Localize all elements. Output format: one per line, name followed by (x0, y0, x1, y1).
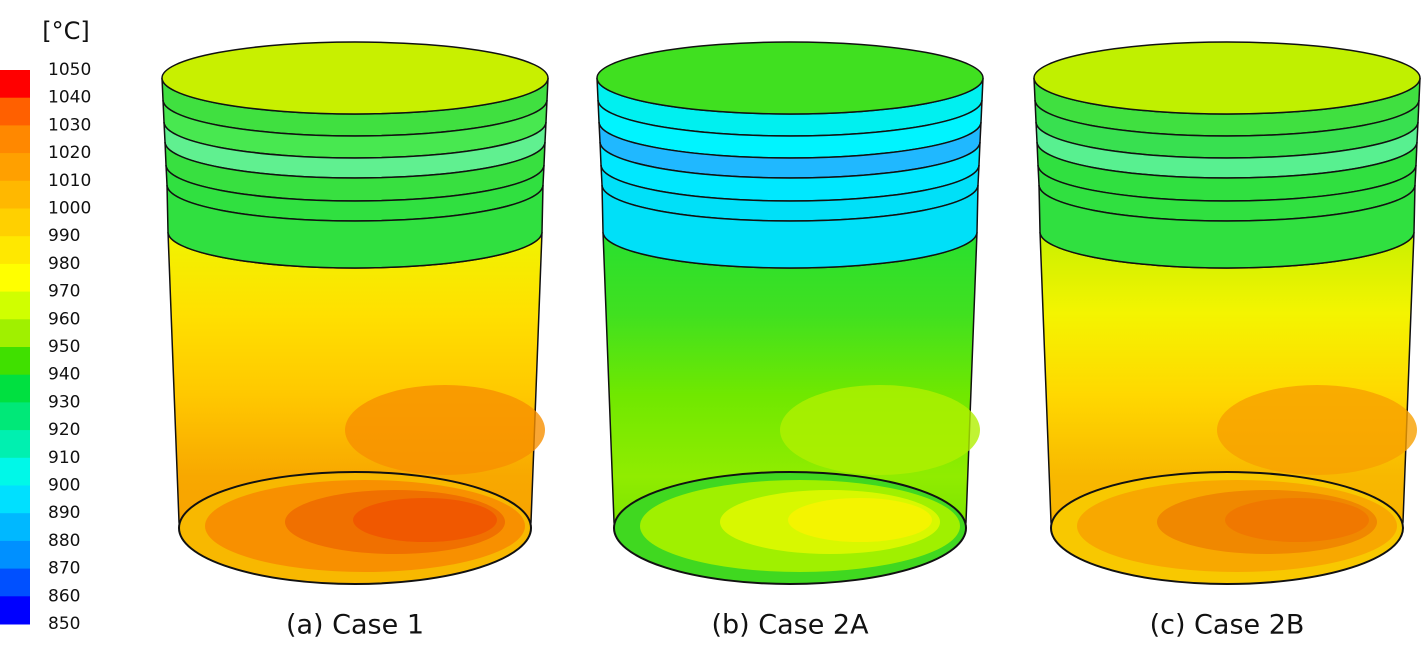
colorbar-tick-label: 990 (48, 226, 80, 246)
colorbar-tick-label: 900 (48, 476, 80, 496)
piston-blob (345, 385, 545, 475)
colorbar: 1050 1040 1030 1020 1010 1000 990 980 970 960 950 9… (0, 60, 91, 634)
piston-bottom-zone (353, 498, 497, 542)
piston: (c) Case 2B (1033, 41, 1421, 641)
piston-band (601, 184, 979, 269)
colorbar-segment (0, 540, 30, 570)
colorbar-segment (0, 208, 30, 237)
panel-caption: (b) Case 2A (711, 610, 869, 641)
colorbar-unit: [°C] (42, 17, 89, 45)
colorbar-tick-label: 1020 (48, 143, 91, 163)
colorbar-segment (0, 374, 30, 403)
colorbar-tick-label: 870 (48, 559, 80, 579)
colorbar-tick-label: 1050 (48, 60, 91, 80)
colorbar-segment (0, 347, 30, 376)
colorbar-segment (0, 319, 30, 348)
colorbar-tick-label: 960 (48, 309, 80, 329)
colorbar-tick-label: 1030 (48, 115, 91, 135)
colorbar-tick-label: 890 (48, 503, 80, 523)
panel-caption: (c) Case 2B (1150, 610, 1305, 641)
colorbar-tick-label: 860 (48, 586, 80, 606)
colorbar-segment (0, 485, 30, 514)
colorbar-tick-label: 940 (48, 365, 80, 385)
colorbar-tick-label: 880 (48, 531, 80, 551)
colorbar-segment (0, 457, 30, 486)
colorbar-segment (0, 568, 30, 597)
colorbar-segment (0, 180, 30, 209)
colorbar-segment (0, 596, 30, 625)
colorbar-segment (0, 236, 30, 265)
colorbar-segment (0, 70, 30, 99)
colorbar-segment (0, 430, 30, 459)
colorbar-tick-label: 930 (48, 392, 80, 412)
piston-band (166, 184, 544, 269)
pistons: (a) Case 1 (b) Case 2A (c) Case 2B (161, 41, 1421, 641)
colorbar-segment (0, 97, 30, 126)
colorbar-tick-label: 1010 (48, 171, 91, 191)
panel-caption: (a) Case 1 (286, 610, 424, 641)
piston-bottom-zone (1225, 498, 1369, 542)
piston-bottom-zone (788, 498, 932, 542)
piston-blob (1217, 385, 1417, 475)
piston-band (1038, 184, 1416, 269)
piston-top (596, 41, 984, 115)
piston-blob (780, 385, 980, 475)
piston: (a) Case 1 (161, 41, 549, 641)
colorbar-tick-label: 910 (48, 448, 80, 468)
colorbar-tick-label: 970 (48, 282, 80, 302)
colorbar-tick-label: 850 (48, 614, 80, 634)
colorbar-tick-label: 950 (48, 337, 80, 357)
colorbar-tick-label: 980 (48, 254, 80, 274)
piston-top (161, 41, 549, 115)
colorbar-segment (0, 291, 30, 320)
colorbar-segment (0, 125, 30, 154)
piston: (b) Case 2A (596, 41, 984, 641)
colorbar-segment (0, 513, 30, 542)
colorbar-tick-label: 920 (48, 420, 80, 440)
colorbar-tick-label: 1000 (48, 199, 91, 219)
colorbar-segment (0, 153, 30, 182)
piston-top (1033, 41, 1421, 115)
colorbar-tick-label: 1040 (48, 88, 91, 108)
colorbar-segment (0, 402, 30, 431)
colorbar-segment (0, 263, 30, 293)
